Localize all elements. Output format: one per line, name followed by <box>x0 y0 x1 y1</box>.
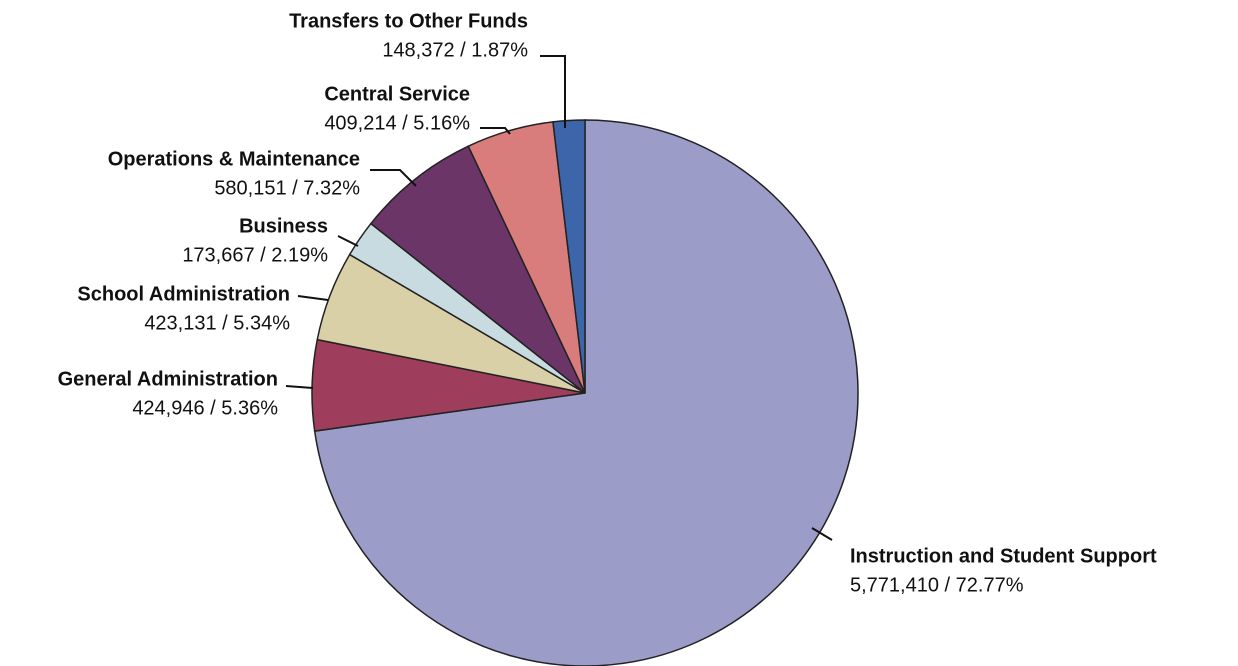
value-label: 5,771,410 / 72.77% <box>850 574 1024 596</box>
chart: Instruction and Student Support 5,771,410… <box>0 0 1238 666</box>
value-label: 148,372 / 1.87% <box>382 39 528 61</box>
slice-label: General Administration <box>58 368 278 390</box>
leader-line <box>286 386 313 388</box>
slice-label: Central Service <box>324 83 470 105</box>
value-label: 423,131 / 5.34% <box>144 312 290 334</box>
leader-line <box>298 296 328 300</box>
slice-label: Transfers to Other Funds <box>289 10 528 32</box>
slice-label: School Administration <box>77 283 290 305</box>
slice-label: Operations & Maintenance <box>108 148 360 170</box>
value-label: 580,151 / 7.32% <box>214 177 360 199</box>
leader-line <box>338 236 358 246</box>
slice-label: Instruction and Student Support <box>850 545 1157 567</box>
leader-line <box>540 56 565 128</box>
slice-label: Business <box>239 215 328 237</box>
value-label: 173,667 / 2.19% <box>182 244 328 266</box>
value-label: 424,946 / 5.36% <box>132 397 278 419</box>
value-label: 409,214 / 5.16% <box>324 112 470 134</box>
